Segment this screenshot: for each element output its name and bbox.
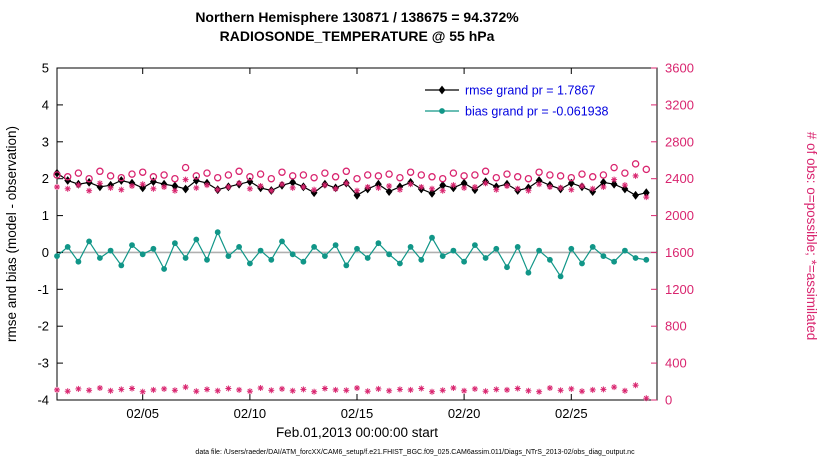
svg-text:1200: 1200 <box>665 282 694 297</box>
svg-text:3200: 3200 <box>665 97 694 112</box>
y-axis-label-left: rmse and bias (model - observation) <box>4 126 19 342</box>
svg-text:02/15: 02/15 <box>341 406 374 421</box>
svg-text:02/25: 02/25 <box>555 406 588 421</box>
chart-title-line1: Northern Hemisphere 130871 / 138675 = 94… <box>195 9 519 25</box>
svg-text:0: 0 <box>42 245 49 260</box>
legend-item-bias: bias grand pr = -0.061938 <box>425 105 609 119</box>
svg-text:2: 2 <box>42 171 49 186</box>
svg-text:-2: -2 <box>37 319 49 334</box>
y-axis-label-right: # of obs: o=possible; *=assimilated <box>804 132 819 341</box>
svg-text:1: 1 <box>42 208 49 223</box>
chart-title-line2: RADIOSONDE_TEMPERATURE @ 55 hPa <box>219 28 495 44</box>
x-axis-ticks: 02/05 02/10 02/15 02/20 02/25 <box>126 68 588 421</box>
svg-text:-3: -3 <box>37 356 49 371</box>
svg-text:-4: -4 <box>37 393 49 408</box>
svg-text:800: 800 <box>665 319 687 334</box>
svg-text:-1: -1 <box>37 282 49 297</box>
legend-item-rmse: rmse grand pr = 1.7867 <box>425 84 595 98</box>
y-axis-left-ticks: -4 -3 -2 -1 0 1 2 3 4 5 <box>37 61 63 408</box>
svg-text:3600: 3600 <box>665 61 694 76</box>
svg-text:2800: 2800 <box>665 134 694 149</box>
x-axis-label: Feb.01,2013 00:00:00 start <box>276 425 438 440</box>
svg-text:02/10: 02/10 <box>234 406 267 421</box>
svg-text:5: 5 <box>42 61 49 76</box>
svg-text:bias grand pr = -0.061938: bias grand pr = -0.061938 <box>465 105 609 119</box>
series-bias <box>54 229 650 280</box>
data-file-footer: data file: /Users/raeder/DAI/ATM_forcXX/… <box>195 449 635 456</box>
y-axis-right-ticks: 0 400 800 1200 1600 2000 2400 2800 3200 3600 <box>651 61 694 408</box>
svg-text:3: 3 <box>42 134 49 149</box>
svg-text:02/05: 02/05 <box>126 406 159 421</box>
svg-text:rmse grand pr = 1.7867: rmse grand pr = 1.7867 <box>465 84 595 98</box>
svg-text:2000: 2000 <box>665 208 694 223</box>
svg-text:400: 400 <box>665 356 687 371</box>
legend: rmse grand pr = 1.7867 bias grand pr = -0… <box>425 84 609 119</box>
plot-generated-content: -4 -3 -2 -1 0 1 2 3 4 5 0 400 800 1200 1600 2000 2400 280… <box>37 61 693 422</box>
svg-text:02/20: 02/20 <box>448 406 481 421</box>
svg-text:0: 0 <box>665 393 672 408</box>
series-obs-assimilated <box>54 172 650 201</box>
series-obs-possible <box>53 160 651 183</box>
svg-text:4: 4 <box>42 97 49 112</box>
svg-text:1600: 1600 <box>665 245 694 260</box>
svg-text:2400: 2400 <box>665 171 694 186</box>
series-obs-bottom-row <box>54 382 650 402</box>
